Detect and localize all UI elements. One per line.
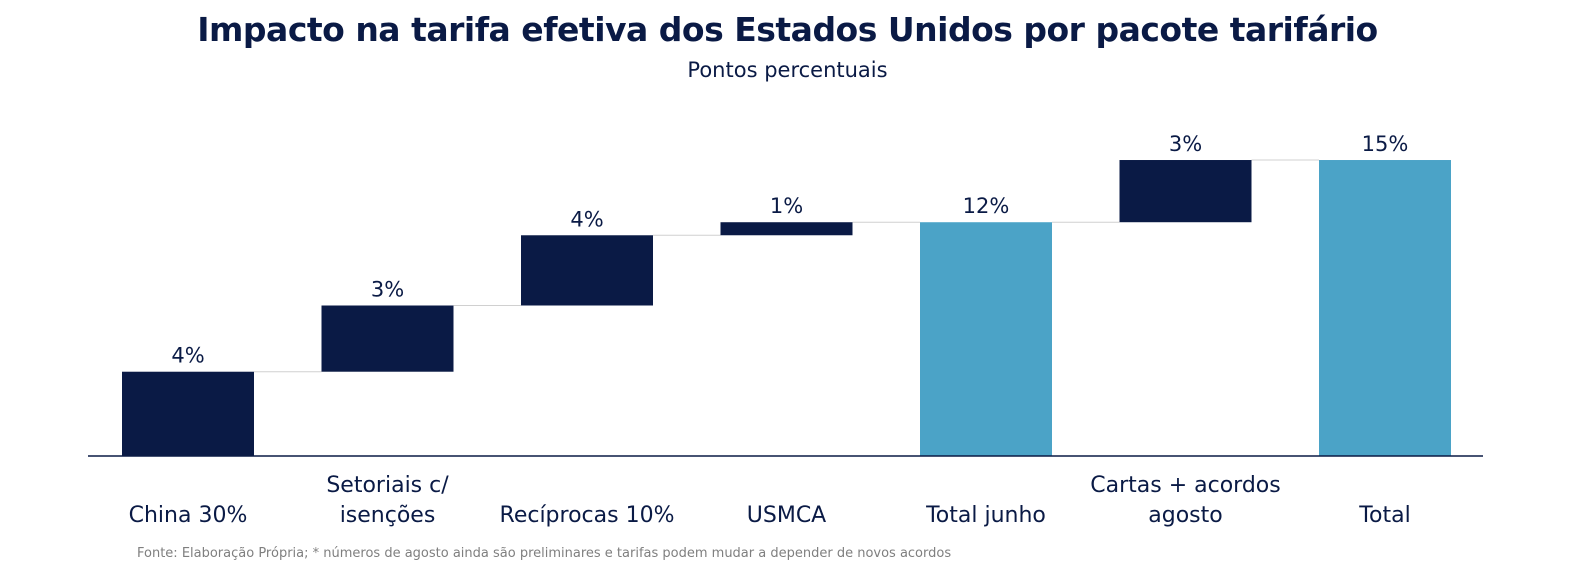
increment-bar xyxy=(521,235,653,306)
data-label: 1% xyxy=(770,194,803,218)
data-label: 12% xyxy=(963,194,1010,218)
x-tick-label: Cartas + acordos xyxy=(1090,473,1280,498)
x-tick-label: agosto xyxy=(1148,503,1222,528)
increment-bar xyxy=(1119,160,1252,223)
increment-bar xyxy=(321,305,454,372)
data-label: 3% xyxy=(371,278,404,302)
increment-bar xyxy=(122,371,254,456)
x-tick-label: isenções xyxy=(340,503,436,528)
chart-subtitle: Pontos percentuais xyxy=(687,58,888,82)
x-tick-label: Total xyxy=(1358,503,1410,528)
chart-title: Impacto na tarifa efetiva dos Estados Un… xyxy=(197,10,1378,49)
x-tick-label: Setoriais c/ xyxy=(326,473,449,498)
x-tick-label: USMCA xyxy=(747,503,826,528)
increment-bar xyxy=(720,222,853,236)
total-bar xyxy=(920,222,1052,456)
data-label: 3% xyxy=(1169,132,1202,156)
data-label: 4% xyxy=(570,207,603,231)
x-tick-label: Total junho xyxy=(925,503,1046,528)
footnote: Fonte: Elaboração Própria; * números de … xyxy=(137,546,952,561)
data-label: 15% xyxy=(1362,132,1409,156)
data-label: 4% xyxy=(171,344,204,368)
x-tick-label: China 30% xyxy=(129,503,248,528)
x-tick-label: Recíprocas 10% xyxy=(500,503,675,528)
total-bar xyxy=(1319,160,1451,456)
